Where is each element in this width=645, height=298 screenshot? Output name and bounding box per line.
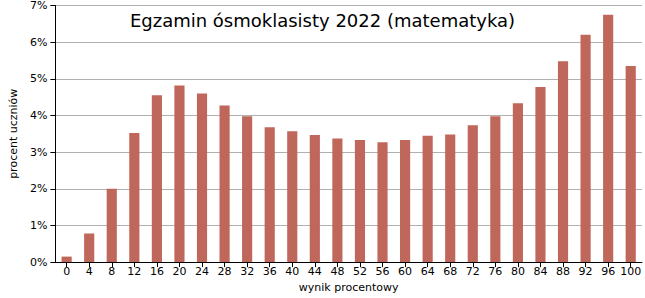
svg-text:88: 88 xyxy=(556,265,570,278)
svg-text:5%: 5% xyxy=(30,72,47,85)
svg-text:6%: 6% xyxy=(30,36,47,49)
svg-text:64: 64 xyxy=(421,265,435,278)
svg-text:72: 72 xyxy=(466,265,480,278)
svg-text:7%: 7% xyxy=(30,0,47,12)
svg-text:0%: 0% xyxy=(30,256,47,269)
svg-text:16: 16 xyxy=(150,265,164,278)
svg-text:48: 48 xyxy=(330,265,344,278)
svg-text:wynik procentowy: wynik procentowy xyxy=(299,281,399,294)
svg-text:100: 100 xyxy=(620,265,641,278)
svg-text:Egzamin ósmoklasisty 2022 (mat: Egzamin ósmoklasisty 2022 (matematyka) xyxy=(130,10,515,31)
svg-text:52: 52 xyxy=(353,265,367,278)
svg-text:3%: 3% xyxy=(30,146,47,159)
svg-text:84: 84 xyxy=(533,265,547,278)
svg-text:28: 28 xyxy=(218,265,232,278)
svg-text:60: 60 xyxy=(398,265,412,278)
svg-text:96: 96 xyxy=(601,265,615,278)
svg-text:40: 40 xyxy=(285,265,299,278)
svg-text:56: 56 xyxy=(376,265,390,278)
svg-text:4%: 4% xyxy=(30,109,47,122)
svg-text:32: 32 xyxy=(240,265,254,278)
svg-text:80: 80 xyxy=(511,265,525,278)
svg-text:24: 24 xyxy=(195,265,209,278)
svg-text:procent uczniów: procent uczniów xyxy=(7,89,20,179)
svg-text:1%: 1% xyxy=(30,219,47,232)
svg-text:20: 20 xyxy=(172,265,186,278)
svg-text:0: 0 xyxy=(63,265,70,278)
svg-text:8: 8 xyxy=(108,265,115,278)
svg-text:12: 12 xyxy=(127,265,141,278)
svg-text:68: 68 xyxy=(443,265,457,278)
svg-text:44: 44 xyxy=(308,265,322,278)
svg-text:76: 76 xyxy=(488,265,502,278)
svg-text:4: 4 xyxy=(86,265,93,278)
svg-text:2%: 2% xyxy=(30,182,47,195)
svg-text:92: 92 xyxy=(579,265,593,278)
svg-text:36: 36 xyxy=(263,265,277,278)
